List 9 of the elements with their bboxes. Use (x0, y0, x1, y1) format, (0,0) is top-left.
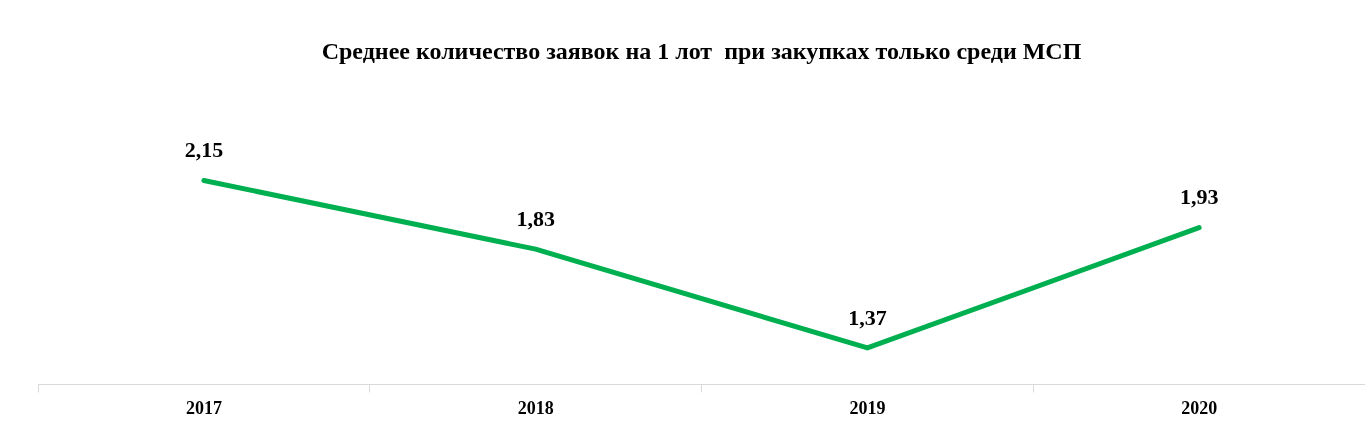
data-label: 1,93 (1179, 184, 1219, 210)
x-tick-label: 2019 (849, 397, 886, 418)
data-label: 1,83 (516, 205, 555, 231)
chart-title: Среднее количество заявок на 1 лот при закупках только среди МСП (321, 37, 1082, 64)
data-label: 2,15 (184, 137, 224, 163)
x-tick-label: 2017 (185, 397, 222, 418)
data-label: 1,37 (848, 304, 887, 330)
x-tick-label: 2020 (1181, 397, 1218, 418)
x-tick-label: 2018 (517, 397, 554, 418)
